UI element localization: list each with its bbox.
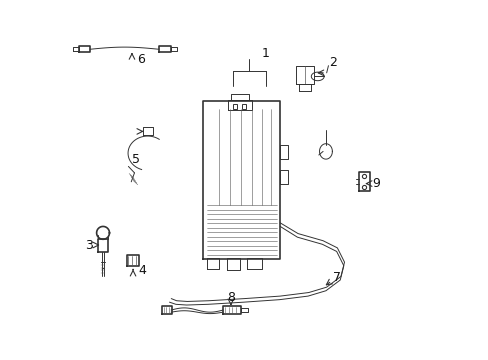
- Text: 1: 1: [262, 47, 269, 60]
- Text: 3: 3: [85, 239, 93, 252]
- Text: 9: 9: [371, 177, 379, 190]
- Text: 5: 5: [132, 153, 140, 166]
- Text: 7: 7: [333, 271, 341, 284]
- Text: 4: 4: [139, 264, 146, 276]
- Text: 2: 2: [328, 56, 336, 69]
- Text: 6: 6: [137, 53, 144, 66]
- Bar: [242, 104, 246, 109]
- Bar: [233, 104, 237, 109]
- Text: 8: 8: [226, 291, 234, 305]
